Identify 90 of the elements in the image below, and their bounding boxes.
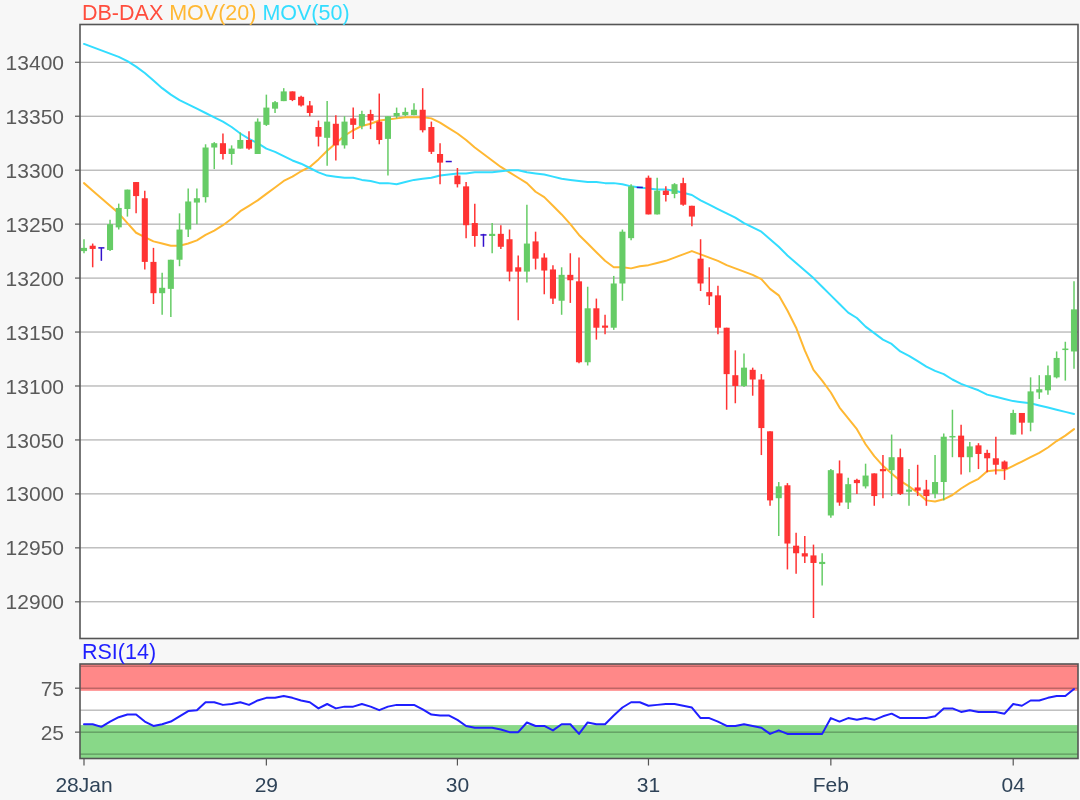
candlestick bbox=[497, 224, 504, 250]
y-tick-label: 13350 bbox=[5, 104, 64, 128]
candlestick bbox=[341, 115, 348, 150]
candlestick bbox=[1010, 408, 1017, 436]
candlestick bbox=[932, 454, 939, 499]
candlestick bbox=[245, 130, 253, 151]
x-tick-label: 29 bbox=[254, 772, 279, 796]
candlestick bbox=[958, 424, 965, 476]
candlestick bbox=[315, 119, 322, 148]
y-tick-label: 12900 bbox=[5, 590, 64, 614]
candlestick bbox=[489, 222, 496, 255]
x-tick-label: 31 bbox=[636, 772, 661, 796]
candlestick bbox=[228, 144, 235, 166]
candlestick bbox=[454, 167, 461, 189]
candlestick bbox=[775, 481, 782, 537]
candlestick bbox=[810, 543, 817, 619]
candlestick bbox=[115, 202, 122, 231]
line-series bbox=[83, 42, 1076, 416]
candlestick bbox=[749, 366, 756, 397]
candlestick bbox=[358, 110, 365, 130]
candlestick bbox=[515, 254, 522, 321]
y-tick-label: 13200 bbox=[5, 266, 64, 290]
y-tick-label: 13050 bbox=[5, 428, 64, 452]
candlestick bbox=[706, 266, 713, 306]
y-tick-label: 13300 bbox=[5, 158, 64, 182]
candlestick bbox=[819, 552, 826, 587]
y-tick-label: 75 bbox=[40, 676, 64, 700]
candlestick bbox=[159, 271, 166, 316]
candlestick bbox=[263, 93, 270, 127]
candlestick bbox=[384, 115, 391, 177]
candlestick bbox=[984, 448, 991, 474]
y-tick-label: 13400 bbox=[5, 50, 64, 74]
candlestick bbox=[567, 252, 574, 304]
y-tick-label: 12950 bbox=[5, 536, 64, 560]
candlestick bbox=[124, 188, 131, 218]
x-tick-label: Feb bbox=[812, 772, 849, 796]
candlestick bbox=[80, 238, 88, 255]
candlestick bbox=[914, 464, 921, 497]
candlestick bbox=[740, 352, 748, 388]
candlestick bbox=[602, 314, 609, 335]
candlestick bbox=[541, 252, 548, 296]
candlestick bbox=[662, 185, 669, 203]
x-tick-label: 28Jan bbox=[55, 772, 113, 796]
candlestick bbox=[193, 187, 200, 225]
text: RSI(14) bbox=[82, 640, 157, 664]
candlestick bbox=[1053, 350, 1060, 380]
text: MOV(50) bbox=[262, 0, 350, 25]
candlestick bbox=[793, 532, 800, 575]
y-tick-label: 13000 bbox=[5, 482, 64, 506]
candlestick bbox=[905, 468, 913, 507]
x-tick-label: 30 bbox=[445, 772, 470, 796]
candlestick bbox=[437, 142, 444, 185]
candlestick bbox=[845, 476, 852, 510]
y-tick-label: 13150 bbox=[5, 320, 64, 344]
candlestick bbox=[871, 472, 878, 507]
candlestick bbox=[471, 202, 478, 248]
candlestick bbox=[923, 479, 930, 507]
candlestick bbox=[992, 435, 999, 476]
y-tick-label: 13100 bbox=[5, 374, 64, 398]
candlestick bbox=[350, 106, 357, 140]
candlestick bbox=[324, 100, 331, 167]
candlestick bbox=[680, 176, 687, 207]
candlestick bbox=[654, 176, 661, 216]
text: DB-DAX bbox=[82, 0, 164, 25]
candlestick bbox=[862, 462, 869, 490]
text: MOV(20) bbox=[169, 0, 257, 25]
candlestick bbox=[732, 349, 739, 405]
candlestick bbox=[133, 181, 140, 215]
y-tick-label: 13250 bbox=[5, 212, 64, 236]
candlestick bbox=[1044, 364, 1051, 396]
x-tick-label: 04 bbox=[1001, 772, 1026, 796]
candlestick bbox=[801, 535, 808, 564]
candlestick bbox=[888, 433, 895, 497]
candlestick bbox=[532, 230, 539, 271]
candlestick bbox=[966, 441, 973, 474]
candlestick bbox=[879, 454, 886, 499]
candlestick bbox=[975, 442, 982, 470]
candlestick bbox=[219, 132, 226, 161]
candlestick bbox=[1001, 459, 1008, 481]
candlestick bbox=[419, 87, 426, 134]
candlestick bbox=[211, 141, 218, 170]
candlestick bbox=[332, 114, 339, 162]
candlestick bbox=[593, 297, 600, 341]
candlestick bbox=[853, 478, 860, 495]
y-tick-label: 25 bbox=[40, 720, 64, 744]
line-series bbox=[83, 688, 1076, 735]
candlestick bbox=[367, 109, 374, 130]
candlestick bbox=[1036, 374, 1043, 400]
candlestick bbox=[376, 92, 383, 146]
candlestick bbox=[89, 242, 96, 269]
